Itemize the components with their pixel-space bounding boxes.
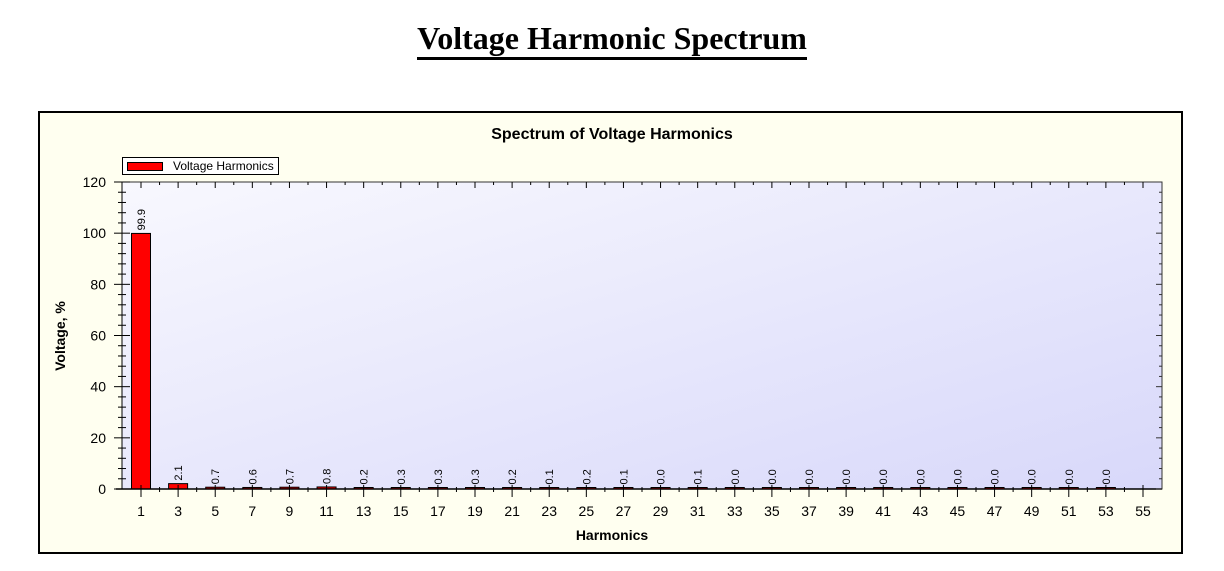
y-tick-label: 80	[90, 276, 106, 292]
x-tick-label: 3	[174, 503, 182, 519]
x-tick-label: 37	[801, 503, 817, 519]
y-tick-label: 120	[83, 174, 107, 190]
x-tick-label: 49	[1024, 503, 1040, 519]
data-label: 0.2	[581, 469, 593, 484]
data-label: 2.1	[173, 465, 185, 480]
y-tick-label: 40	[90, 379, 106, 395]
data-label: 0.0	[767, 469, 779, 484]
x-tick-label: 41	[875, 503, 891, 519]
bar	[131, 232, 151, 490]
y-tick-label: 0	[98, 481, 106, 497]
x-tick-label: 27	[616, 503, 632, 519]
y-tick-label: 100	[83, 225, 107, 241]
x-tick-label: 1	[137, 503, 145, 519]
data-label: 0.0	[841, 469, 853, 484]
x-tick-label: 53	[1098, 503, 1114, 519]
data-label: 0.2	[507, 469, 519, 484]
x-tick-label: 51	[1061, 503, 1077, 519]
legend-label: Voltage Harmonics	[173, 159, 274, 173]
data-label: 0.0	[656, 469, 668, 484]
x-axis-label: Harmonics	[575, 527, 649, 543]
x-tick-label: 25	[579, 503, 595, 519]
legend-swatch-icon	[127, 161, 163, 171]
x-tick-label: 17	[430, 503, 446, 519]
y-tick-label: 20	[90, 430, 106, 446]
x-tick-label: 5	[211, 503, 219, 519]
x-tick-label: 47	[987, 503, 1003, 519]
page-title: Voltage Harmonic Spectrum	[0, 20, 1224, 60]
x-tick-label: 33	[727, 503, 743, 519]
data-label: 0.0	[952, 469, 964, 484]
data-label: 0.0	[1064, 469, 1076, 484]
data-label: 0.1	[693, 469, 705, 484]
data-label: 0.6	[247, 469, 259, 484]
data-label: 0.3	[396, 469, 408, 484]
x-tick-label: 7	[248, 503, 256, 519]
x-tick-label: 43	[913, 503, 929, 519]
data-label: 0.0	[915, 469, 927, 484]
data-label: 0.0	[804, 469, 816, 484]
data-label: 0.1	[544, 469, 556, 484]
x-tick-label: 35	[764, 503, 780, 519]
x-tick-label: 21	[504, 503, 520, 519]
data-label: 0.3	[470, 469, 482, 484]
data-label: 0.7	[284, 469, 296, 484]
x-tick-label: 31	[690, 503, 706, 519]
data-label: 0.0	[990, 469, 1002, 484]
data-label: 0.0	[1101, 469, 1113, 484]
data-label: 0.1	[618, 469, 630, 484]
chart-title: Spectrum of Voltage Harmonics	[491, 126, 733, 143]
page-title-text: Voltage Harmonic Spectrum	[417, 20, 807, 60]
x-tick-label: 39	[838, 503, 854, 519]
x-tick-label: 13	[356, 503, 372, 519]
data-label: 0.7	[210, 469, 222, 484]
data-label: 0.8	[322, 469, 334, 484]
data-label: 0.2	[359, 469, 371, 484]
x-tick-label: 23	[541, 503, 557, 519]
legend: Voltage Harmonics	[122, 157, 279, 175]
x-tick-label: 45	[950, 503, 966, 519]
data-label: 99.9	[136, 209, 148, 230]
x-tick-label: 9	[286, 503, 294, 519]
y-axis-label: Voltage, %	[52, 301, 68, 371]
data-label: 0.0	[878, 469, 890, 484]
x-tick-label: 15	[393, 503, 409, 519]
x-tick-label: 55	[1135, 503, 1151, 519]
y-tick-label: 60	[90, 328, 106, 344]
data-label: 0.3	[433, 469, 445, 484]
x-tick-label: 29	[653, 503, 669, 519]
axes: 1 3 5 7 9 11 13 15 17 19 21 23 25 27 29 31 33 35 37 39 41 43 4…	[83, 174, 1162, 519]
data-label: 0.0	[1027, 469, 1039, 484]
data-label: 0.0	[730, 469, 742, 484]
x-tick-label: 11	[319, 503, 334, 519]
plot-area	[121, 181, 1163, 490]
x-tick-label: 19	[467, 503, 483, 519]
